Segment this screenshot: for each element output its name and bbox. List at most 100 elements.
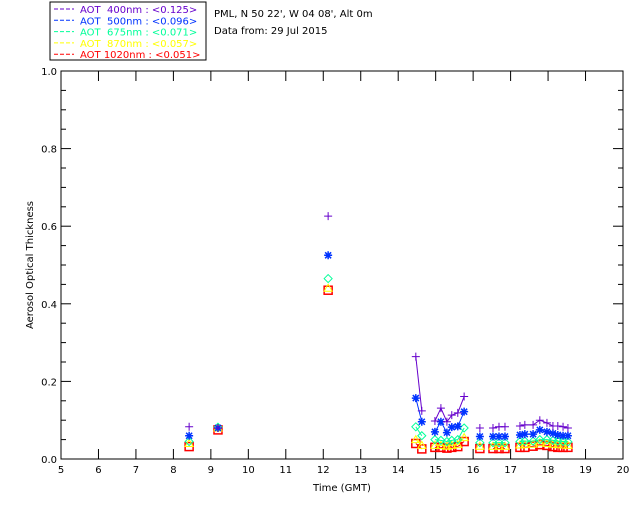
plus-marker [417, 406, 426, 415]
asterisk-marker [442, 428, 451, 437]
square-marker [323, 285, 333, 295]
series-aot1020nm [184, 285, 573, 454]
plus-marker [475, 423, 484, 432]
plus-marker [520, 420, 529, 429]
diamond-marker [436, 435, 446, 446]
legend-item: AOT 400nm : <0.125> [80, 5, 197, 16]
diamond-marker [453, 434, 463, 445]
triangle-marker [430, 440, 440, 449]
y-tick-label: 0.8 [41, 145, 57, 156]
asterisk-marker [563, 431, 572, 440]
plus-marker [324, 212, 333, 221]
legend-item: AOT 1020nm : <0.051> [80, 50, 200, 61]
plus-marker [213, 423, 222, 432]
plus-marker [442, 417, 451, 426]
legend-box: AOT 400nm : <0.125>AOT 500nm : <0.096>AO… [49, 1, 207, 61]
plus-marker [559, 422, 568, 431]
plus-marker [447, 411, 456, 420]
square-marker [563, 442, 573, 453]
diamond-marker [563, 437, 573, 447]
diamond-marker [184, 436, 194, 447]
y-axis-label: Aerosol Optical Thickness [25, 201, 36, 329]
plot-frame [60, 70, 624, 460]
plus-marker [460, 392, 469, 401]
x-tick-label: 17 [504, 465, 517, 476]
asterisk-marker [453, 422, 462, 431]
asterisk-marker [535, 425, 544, 434]
asterisk-marker [542, 427, 551, 436]
plus-marker [535, 416, 544, 425]
diamond-marker [520, 436, 530, 446]
series-aot675nm [184, 273, 573, 448]
triangle-marker [436, 440, 446, 449]
asterisk-marker [447, 423, 456, 432]
plus-marker [453, 408, 462, 417]
series-aot870nm [184, 283, 573, 450]
plus-marker [500, 422, 509, 431]
asterisk-marker [529, 430, 538, 439]
asterisk-marker [460, 407, 469, 416]
series-line [434, 396, 465, 423]
square-marker [436, 442, 446, 453]
date-label: Data from: 29 Jul 2015 [214, 26, 327, 37]
triangle-marker [459, 432, 470, 442]
plus-marker [529, 420, 538, 429]
triangle-marker [558, 440, 568, 449]
y-tick-label: 0.6 [41, 222, 57, 233]
triangle-marker [452, 439, 463, 449]
x-axis-label: Time (GMT) [312, 483, 371, 494]
diamond-marker [542, 434, 552, 445]
asterisk-marker [553, 430, 562, 439]
asterisk-marker [430, 427, 439, 436]
triangle-marker [488, 441, 498, 450]
plus-marker [553, 422, 562, 431]
triangle-marker [446, 440, 457, 449]
plus-marker [436, 404, 445, 413]
triangle-marker [519, 439, 530, 449]
x-tick-label: 7 [133, 465, 139, 476]
triangle-marker [563, 440, 573, 449]
x-tick-label: 6 [95, 465, 101, 476]
x-tick-label: 13 [354, 465, 367, 476]
triangle-marker [416, 440, 427, 449]
asterisk-marker [559, 431, 568, 440]
site-label: PML, N 50 22', W 04 08', Alt 0m [214, 9, 373, 20]
diamond-marker [323, 273, 333, 284]
series-aot400nm [185, 212, 572, 432]
legend-item: AOT 675nm : <0.071> [80, 28, 197, 39]
asterisk-marker [548, 429, 557, 438]
square-marker [453, 441, 463, 452]
series-line [415, 397, 423, 422]
x-tick-label: 18 [542, 465, 555, 476]
diamond-marker [500, 437, 510, 448]
x-tick-label: 15 [429, 465, 442, 476]
triangle-marker [552, 439, 563, 449]
asterisk-marker [494, 432, 503, 441]
asterisk-marker [324, 251, 333, 260]
x-tick-label: 5 [58, 465, 64, 476]
triangle-marker [410, 434, 421, 444]
y-tick-label: 0.4 [41, 300, 57, 311]
triangle-marker [500, 441, 510, 450]
x-tick-label: 14 [392, 465, 405, 476]
series-line [434, 427, 465, 443]
asterisk-marker [185, 431, 194, 440]
y-tick-label: 1.0 [41, 67, 57, 78]
x-tick-label: 10 [242, 465, 255, 476]
diamond-marker [475, 437, 485, 448]
diamond-marker [442, 436, 452, 447]
x-tick-label: 9 [208, 465, 214, 476]
triangle-marker [515, 440, 525, 449]
x-tick-label: 12 [317, 465, 330, 476]
triangle-marker [548, 439, 558, 448]
x-tick-label: 19 [579, 465, 592, 476]
plus-marker [515, 422, 524, 431]
legend-item: AOT 500nm : <0.096> [80, 16, 197, 27]
y-tick-label: 0.2 [41, 377, 57, 388]
series-line [415, 356, 423, 411]
x-tick-label: 8 [170, 465, 176, 476]
plus-marker [430, 416, 439, 425]
plus-marker [542, 418, 551, 427]
triangle-marker [494, 441, 504, 450]
